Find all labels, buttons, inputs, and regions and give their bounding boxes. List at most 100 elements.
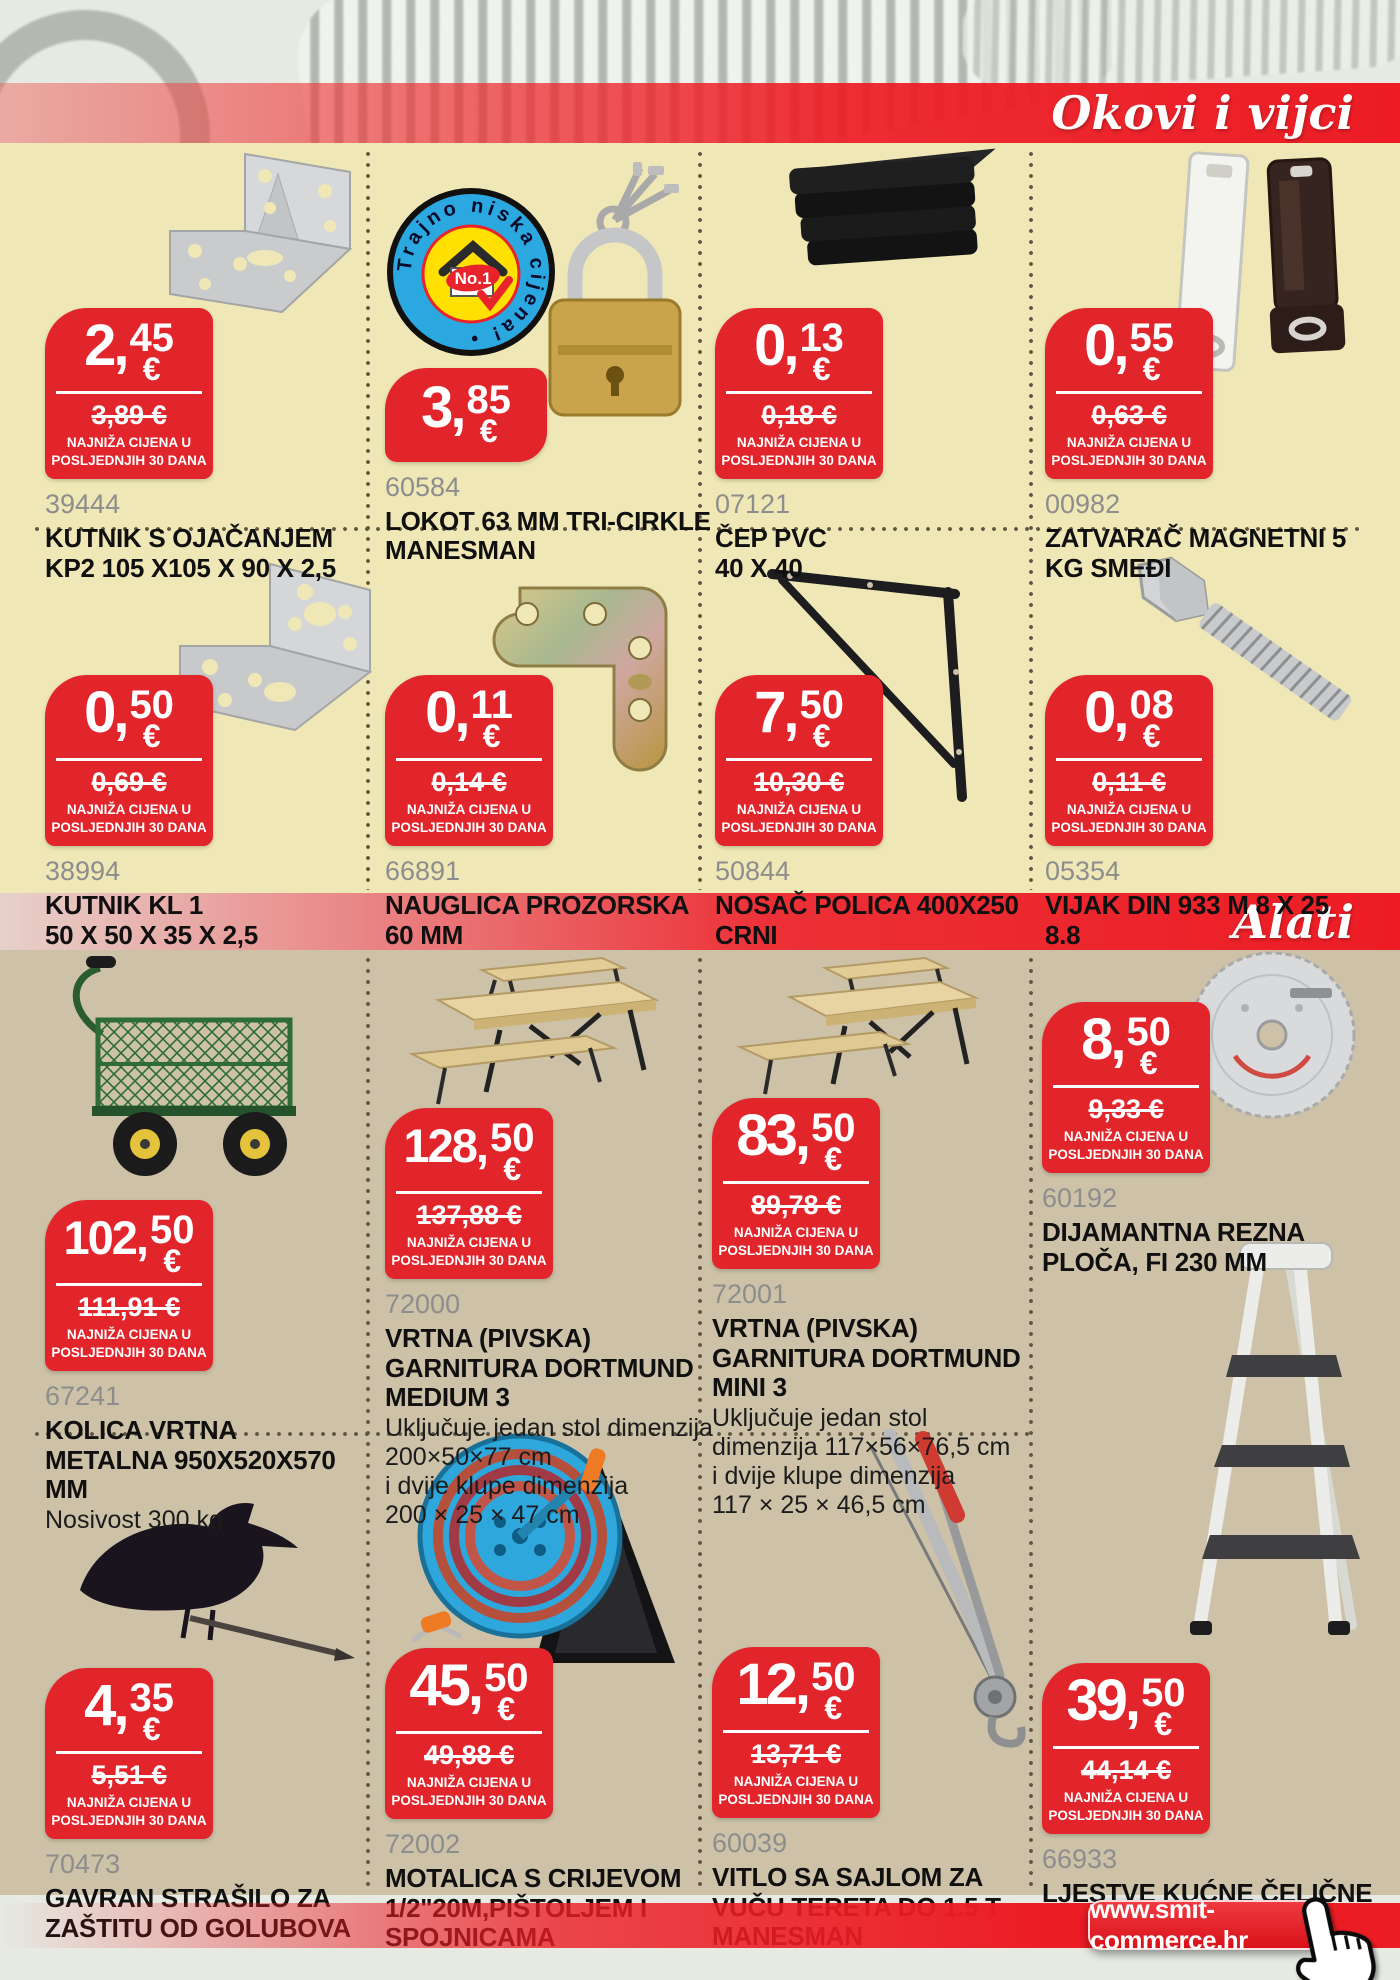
- price-integer: 3,: [421, 375, 466, 440]
- price-cents: 55: [1129, 316, 1174, 360]
- product-description: Uključuje jedan stol dimenzija 117×56×76…: [712, 1403, 1011, 1519]
- price-cents: 50: [484, 1656, 529, 1700]
- garden-cart-image: [72, 956, 296, 1176]
- angle-bracket-small-image: [179, 562, 373, 732]
- product-code: 60584: [385, 471, 461, 502]
- price-cents: 50: [149, 1208, 195, 1252]
- price-badge: 39, 50 € 44,14 € NAJNIŽA CIJENA U POSLJEDNJ…: [1042, 1663, 1210, 1835]
- price-badge: 8, 50 € 9,33 € NAJNIŽA CIJENA U POSLJEDNJIH…: [1042, 1002, 1210, 1174]
- section-title: Okovi i vijci: [1051, 86, 1354, 140]
- currency-symbol: €: [1154, 1706, 1173, 1742]
- window-corner-bracket-image: [492, 586, 668, 772]
- product-card: 7, 50 € 10,30 € NAJNIŽA CIJENA U POSLJEDNJI…: [715, 675, 1050, 950]
- price-integer: 0,: [425, 680, 470, 745]
- product-card: 4, 35 € 5,51 € NAJNIŽA CIJENA U POSLJEDNJIH…: [45, 1668, 380, 1943]
- price-cents: 50: [129, 683, 174, 727]
- product-description: Uključuje jedan stol dimenzija 200×50×77…: [385, 1413, 713, 1529]
- currency-symbol: €: [142, 718, 161, 754]
- product-name: ZATVARAČ MAGNETNI 5 KG SMEĐI: [1045, 523, 1346, 583]
- product-code: 72002: [385, 1829, 461, 1860]
- shelf-bracket-image: [767, 569, 967, 802]
- website-url: www.smit-commerce.hr: [1090, 1894, 1248, 1955]
- price-badge: 128, 50 € 137,88 € NAJNIŽA CIJENA U POSLJED…: [385, 1108, 553, 1280]
- price-integer: 0,: [84, 680, 129, 745]
- price-badge: 4, 35 € 5,51 € NAJNIŽA CIJENA U POSLJEDNJIH…: [45, 1668, 213, 1840]
- price-integer: 12,: [736, 1652, 811, 1717]
- currency-symbol: €: [497, 1691, 516, 1727]
- product-card: 128, 50 € 137,88 € NAJNIŽA CIJENA U POSLJED…: [385, 1108, 720, 1530]
- currency-symbol: €: [812, 351, 831, 387]
- lowest-price-note: NAJNIŽA CIJENA U POSLJEDNJIH 30 DANA: [51, 434, 207, 468]
- price-integer: 102,: [63, 1211, 149, 1264]
- currency-symbol: €: [503, 1151, 522, 1187]
- website-link-button[interactable]: www.smit-commerce.hr: [1088, 1894, 1324, 1955]
- price-integer: 4,: [84, 1673, 129, 1738]
- product-card: 3, 85 € 60584 LOKOT 63 MM TRI-CIRKLE MANES…: [385, 368, 720, 565]
- lowest-price-note: NAJNIŽA CIJENA U POSLJEDNJIH 30 DANA: [718, 1224, 874, 1258]
- old-price: 9,33 €: [1088, 1093, 1164, 1124]
- cable-winch-image: [868, 1428, 1026, 1748]
- price-badge: 0, 50 € 0,69 € NAJNIŽA CIJENA U POSLJEDNJIH…: [45, 675, 213, 847]
- price-cents: 50: [489, 1116, 535, 1160]
- lowest-price-note: NAJNIŽA CIJENA U POSLJEDNJIH 30 DANA: [51, 801, 207, 835]
- price-cents: 45: [129, 316, 174, 360]
- price-integer: 39,: [1066, 1668, 1141, 1733]
- best-price-no1-logo: Trajno niska cijena! • No.1: [387, 188, 555, 356]
- old-price: 44,14 €: [1080, 1754, 1172, 1785]
- step-ladder-image: [1190, 1242, 1360, 1635]
- column-divider: [366, 958, 370, 1891]
- old-price: 13,71 €: [750, 1738, 842, 1769]
- currency-symbol: €: [163, 1243, 182, 1279]
- lowest-price-note: NAJNIŽA CIJENA U POSLJEDNJIH 30 DANA: [1048, 1789, 1204, 1823]
- product-code: 67241: [45, 1381, 121, 1412]
- column-divider: [698, 152, 702, 890]
- threaded-rod-photo: [956, 0, 1400, 96]
- section-header-fittings: Okovi i vijci: [0, 83, 1400, 143]
- old-price: 0,14 €: [431, 766, 507, 797]
- lowest-price-note: NAJNIŽA CIJENA U POSLJEDNJIH 30 DANA: [1048, 1128, 1204, 1162]
- currency-symbol: €: [1142, 718, 1161, 754]
- product-card: 0, 11 € 0,14 € NAJNIŽA CIJENA U POSLJEDNJIH…: [385, 675, 720, 950]
- product-name: NOSAČ POLICA 400X250 CRNI: [715, 890, 1019, 950]
- price-badge: 12, 50 € 13,71 € NAJNIŽA CIJENA U POSLJEDNJ…: [712, 1647, 880, 1819]
- product-code: 38994: [45, 856, 121, 887]
- product-name: LOKOT 63 MM TRI-CIRKLE MANESMAN: [385, 505, 711, 565]
- row-divider: [35, 527, 1365, 531]
- old-price: 10,30 €: [753, 766, 845, 797]
- old-price: 5,51 €: [91, 1759, 167, 1790]
- price-badge: 0, 13 € 0,18 € NAJNIŽA CIJENA U POSLJEDNJIH…: [715, 308, 883, 480]
- currency-symbol: €: [479, 413, 498, 449]
- price-badge: 2, 45 € 3,89 € NAJNIŽA CIJENA U POSLJEDNJIH…: [45, 308, 213, 480]
- price-badge: 45, 50 € 49,88 € NAJNIŽA CIJENA U POSLJEDNJ…: [385, 1648, 553, 1820]
- logo-no1-text: No.1: [455, 269, 492, 288]
- product-code: 72001: [712, 1279, 788, 1310]
- product-card: 102, 50 € 111,91 € NAJNIŽA CIJENA U POSLJED…: [45, 1200, 380, 1535]
- product-code: 60039: [712, 1828, 788, 1859]
- price-integer: 83,: [736, 1103, 811, 1168]
- product-code: 07121: [715, 489, 791, 520]
- price-cents: 85: [466, 378, 511, 422]
- price-cents: 50: [811, 1106, 856, 1150]
- old-price: 49,88 €: [423, 1739, 515, 1770]
- product-name: ČEP PVC 40 X 40: [715, 523, 827, 583]
- column-divider: [698, 958, 702, 1891]
- currency-symbol: €: [142, 1711, 161, 1747]
- price-badge: 0, 11 € 0,14 € NAJNIŽA CIJENA U POSLJEDNJIH…: [385, 675, 553, 847]
- lowest-price-note: NAJNIŽA CIJENA U POSLJEDNJIH 30 DANA: [1051, 434, 1207, 468]
- currency-symbol: €: [482, 718, 501, 754]
- product-description: Nosivost 300 kg: [45, 1505, 223, 1534]
- product-name: KUTNIK S OJAČANJEM KP2 105 X105 X 90 X 2…: [45, 523, 336, 583]
- product-code: 05354: [1045, 856, 1121, 887]
- product-code: 72000: [385, 1289, 461, 1320]
- price-badge: 0, 08 € 0,11 € NAJNIŽA CIJENA U POSLJEDNJIH…: [1045, 675, 1213, 847]
- old-price: 0,18 €: [761, 399, 837, 430]
- currency-symbol: €: [824, 1690, 843, 1726]
- lowest-price-note: NAJNIŽA CIJENA U POSLJEDNJIH 30 DANA: [721, 801, 877, 835]
- lowest-price-note: NAJNIŽA CIJENA U POSLJEDNJIH 30 DANA: [391, 1774, 547, 1808]
- price-cents: 50: [799, 683, 844, 727]
- product-card: 0, 55 € 0,63 € NAJNIŽA CIJENA U POSLJEDNJIH…: [1045, 308, 1380, 583]
- product-code: 50844: [715, 856, 791, 887]
- old-price: 0,69 €: [91, 766, 167, 797]
- lowest-price-note: NAJNIŽA CIJENA U POSLJEDNJIH 30 DANA: [391, 801, 547, 835]
